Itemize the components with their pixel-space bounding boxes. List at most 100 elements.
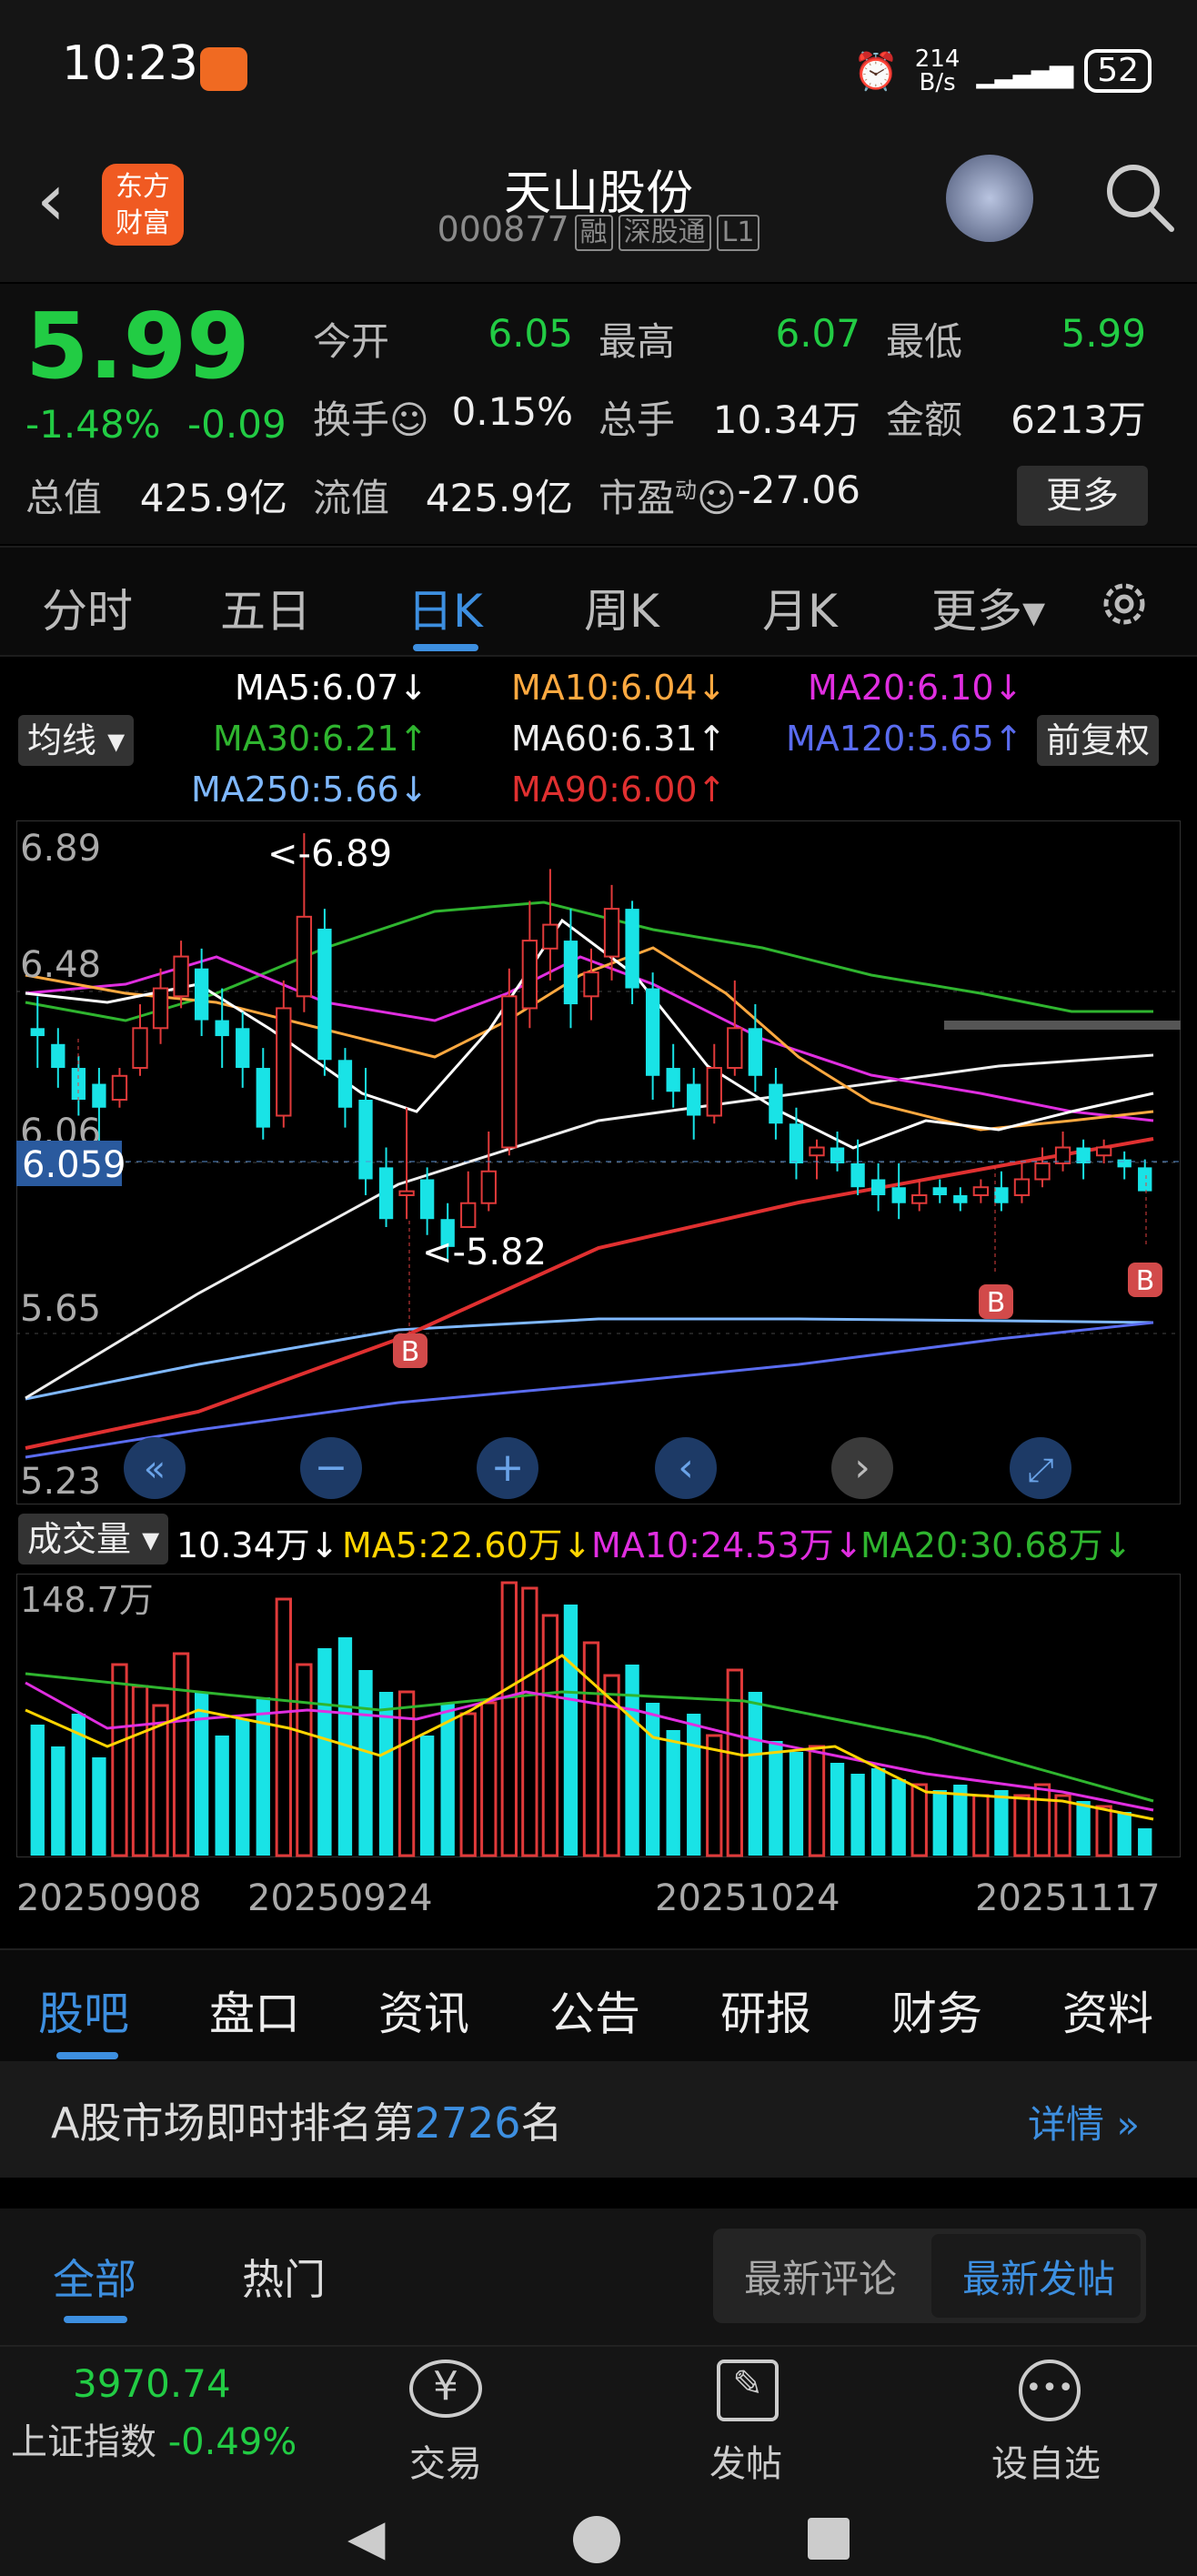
volume-bar [1076, 1801, 1091, 1856]
buy-marker-3-label: B [1136, 1265, 1155, 1297]
scroll-left-button[interactable]: ‹ [655, 1437, 717, 1499]
feed-tab-underline [64, 2316, 127, 2323]
tab-financials[interactable]: 财务 [891, 1987, 982, 2040]
tab-five-day[interactable]: 五日 [220, 585, 311, 638]
candle-body [1013, 1178, 1031, 1196]
ma5-legend: MA5:6.07↓ [235, 668, 428, 708]
tag-connect: 深股通 [618, 215, 711, 251]
candle-body [173, 955, 189, 998]
trade-button-label[interactable]: 交易 [409, 2443, 482, 2485]
volume-bar [378, 1692, 394, 1856]
content-tabs: 股吧 盘口 资讯 公告 研报 财务 资料 [0, 1948, 1197, 2061]
buy-marker-1-label: B [401, 1336, 420, 1368]
post-button-label[interactable]: 发帖 [709, 2443, 782, 2485]
compose-icon[interactable]: ✎ [717, 2360, 779, 2421]
fullscreen-expand-icon[interactable]: ⤢ [1010, 1437, 1071, 1499]
vol-ma20-line [25, 1672, 1154, 1803]
feed-tab-all[interactable]: 全部 [53, 2255, 136, 2304]
sort-latest-comments[interactable]: 最新评论 [744, 2257, 898, 2301]
pe-info-icon[interactable]: ☺ [697, 476, 737, 520]
volume-bar [808, 1745, 826, 1857]
svg-text:›: › [854, 1444, 870, 1491]
volume-max-tick: 148.7万 [20, 1580, 154, 1620]
volume-bar [236, 1719, 250, 1856]
buy-marker-1[interactable]: B [393, 1333, 428, 1368]
candle-body [953, 1194, 968, 1203]
candle-body [358, 1100, 373, 1180]
open-label: 今开 [313, 319, 390, 364]
tab-announcements[interactable]: 公告 [549, 1987, 640, 2040]
feed-tabs: 全部 热门 最新评论 最新发帖 [0, 2209, 1197, 2345]
vol-ma5-line [25, 1654, 1154, 1821]
volume-bar [1054, 1794, 1071, 1857]
rank-details-link[interactable]: 详情 » [1028, 2102, 1141, 2147]
info-icon[interactable]: ☺ [389, 397, 429, 442]
tab-forum[interactable]: 股吧 [38, 1987, 129, 2040]
chart-settings-gear-icon[interactable] [1097, 577, 1152, 631]
scroll-right-button[interactable]: › [831, 1437, 893, 1499]
indicator-selector-dropdown[interactable]: 成交量 ▾ [18, 1514, 169, 1565]
volume-bar [152, 1704, 169, 1857]
assistant-avatar[interactable] [946, 155, 1033, 242]
volume-bar [131, 1685, 149, 1857]
more-options-icon[interactable]: ••• [1019, 2360, 1081, 2421]
ma-selector-dropdown[interactable]: 均线 ▾ [18, 715, 135, 766]
ma-selector-label: 均线 [27, 720, 97, 760]
low-value: 5.99 [1061, 311, 1146, 356]
volume-bar [111, 1663, 128, 1857]
candle-body [603, 908, 620, 958]
volume-bar [645, 1703, 660, 1856]
tab-daily-k[interactable]: 日K [407, 585, 483, 638]
ma250-line [25, 1317, 1154, 1401]
tab-profile[interactable]: 资料 [1062, 1987, 1153, 2040]
volume-bar [953, 1785, 968, 1856]
market-rank-bar[interactable]: A股市场即时排名第2726名 详情 » [0, 2061, 1197, 2178]
status-indicators: ⏰ 214 B/s ▁▂▃▄▅ 52 [853, 47, 1152, 95]
tab-more[interactable]: 更多▾ [931, 585, 1046, 638]
low-label: 最低 [886, 319, 963, 364]
turnover-label: 换手☺ [313, 389, 429, 445]
zoom-out-button[interactable]: − [300, 1437, 362, 1499]
watchlist-button-label[interactable]: 设自选 [991, 2443, 1101, 2485]
tab-news[interactable]: 资讯 [378, 1987, 469, 2040]
system-navigation-bar: ◀ [0, 2500, 1197, 2576]
vol-ma5-legend: MA5:22.60万↓ [342, 1525, 592, 1565]
buy-marker-2[interactable]: B [979, 1284, 1013, 1319]
index-name[interactable]: 上证指数 -0.49% [11, 2412, 297, 2465]
app-logo[interactable]: 东方 财富 [102, 164, 184, 246]
net-speed: 214 B/s [915, 47, 961, 95]
turnover-value: 0.15% [451, 389, 573, 434]
sort-latest-posts[interactable]: 最新发帖 [962, 2257, 1116, 2301]
candle-body [296, 915, 313, 998]
search-icon[interactable] [1099, 156, 1181, 238]
pe-label: 市盈动☺ [598, 468, 737, 523]
tab-order-book[interactable]: 盘口 [209, 1987, 300, 2040]
price-tick-1: 6.89 [20, 828, 101, 870]
more-button[interactable]: 更多 [1017, 466, 1148, 526]
nav-recents-icon[interactable] [808, 2518, 850, 2560]
volume-bar [296, 1663, 313, 1857]
candle-body [30, 1028, 45, 1037]
scroll-left-fast-button[interactable]: « [124, 1437, 186, 1499]
zoom-in-button[interactable]: + [477, 1437, 538, 1499]
kline-chart[interactable]: <-6.89 <-5.82 B B B 6.89 6.48 6.06 6.059… [16, 820, 1181, 1504]
tab-intraday[interactable]: 分时 [42, 585, 133, 638]
volume-chart[interactable]: 148.7万 [16, 1574, 1181, 1857]
tab-monthly-k[interactable]: 月K [762, 585, 838, 638]
volume-bar [1117, 1812, 1132, 1856]
nav-back-icon[interactable]: ◀ [347, 2509, 386, 2566]
tab-research[interactable]: 研报 [720, 1987, 811, 2040]
trade-icon[interactable]: ¥ [409, 2360, 482, 2418]
index-value[interactable]: 3970.74 [73, 2361, 231, 2406]
rank-prefix: A股市场即时排名第 [51, 2098, 415, 2148]
buy-marker-3[interactable]: B [1128, 1263, 1162, 1297]
volume-bar [440, 1703, 455, 1856]
nav-home-icon[interactable] [573, 2516, 620, 2563]
back-button[interactable]: ‹ [36, 157, 65, 242]
adjust-mode-button[interactable]: 前复权 [1037, 715, 1160, 766]
volume-bar [789, 1752, 804, 1856]
tab-weekly-k[interactable]: 周K [584, 585, 659, 638]
candle-body [870, 1179, 886, 1195]
feed-tab-hot[interactable]: 热门 [242, 2255, 326, 2304]
status-time: 10:23 [62, 36, 198, 91]
